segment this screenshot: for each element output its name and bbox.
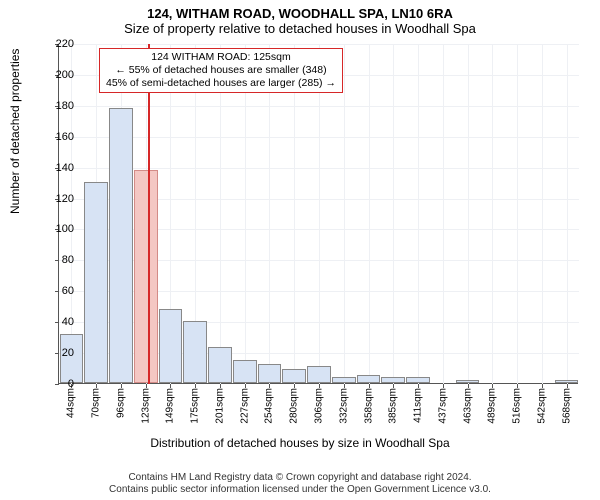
x-tick-label: 175sqm xyxy=(190,388,201,424)
y-tick-label: 220 xyxy=(34,38,74,50)
histogram-bar xyxy=(282,369,306,383)
histogram-bar xyxy=(258,364,282,383)
x-tick-label: 123sqm xyxy=(140,388,151,424)
histogram-bar-highlight xyxy=(134,170,158,383)
y-tick-label: 40 xyxy=(34,316,74,328)
histogram-bar xyxy=(332,377,356,383)
x-tick-label: 463sqm xyxy=(462,388,473,424)
x-tick-label: 96sqm xyxy=(115,388,126,418)
y-tick-label: 0 xyxy=(34,378,74,390)
histogram-bar xyxy=(555,380,579,383)
y-tick-label: 20 xyxy=(34,347,74,359)
x-tick-label: 70sqm xyxy=(91,388,102,418)
x-axis-label: Distribution of detached houses by size … xyxy=(0,436,600,450)
x-tick-label: 542sqm xyxy=(536,388,547,424)
x-tick-label: 149sqm xyxy=(165,388,176,424)
y-tick-label: 200 xyxy=(34,69,74,81)
y-tick-label: 80 xyxy=(34,254,74,266)
histogram-chart: 124, WITHAM ROAD, WOODHALL SPA, LN10 6RA… xyxy=(0,0,600,500)
y-tick-label: 120 xyxy=(34,193,74,205)
marker-line xyxy=(148,44,150,384)
histogram-bar xyxy=(208,347,232,383)
x-tick-label: 306sqm xyxy=(314,388,325,424)
x-tick-label: 516sqm xyxy=(512,388,523,424)
x-tick-label: 568sqm xyxy=(561,388,572,424)
x-tick-label: 280sqm xyxy=(289,388,300,424)
histogram-bar xyxy=(159,309,183,383)
y-axis-label: Number of detached properties xyxy=(8,49,22,214)
footer-line-1: Contains HM Land Registry data © Crown c… xyxy=(0,472,600,484)
footer-line-2: Contains public sector information licen… xyxy=(0,484,600,496)
histogram-bar xyxy=(381,377,405,383)
histogram-bar xyxy=(233,360,257,383)
annotation-line: 45% of semi-detached houses are larger (… xyxy=(106,77,336,90)
x-tick-label: 411sqm xyxy=(413,388,424,423)
annotation-line: ← 55% of detached houses are smaller (34… xyxy=(106,64,336,77)
x-tick-label: 358sqm xyxy=(363,388,374,424)
x-tick-label: 437sqm xyxy=(437,388,448,424)
x-tick-label: 201sqm xyxy=(214,388,225,424)
x-tick-label: 385sqm xyxy=(388,388,399,424)
y-tick-label: 60 xyxy=(34,285,74,297)
histogram-bar xyxy=(357,375,381,383)
x-tick-label: 44sqm xyxy=(66,388,77,418)
y-tick-label: 160 xyxy=(34,131,74,143)
histogram-bar xyxy=(109,108,133,383)
histogram-bar xyxy=(183,321,207,383)
histogram-bar xyxy=(307,366,331,383)
histogram-bar xyxy=(406,377,430,383)
annotation-box: 124 WITHAM ROAD: 125sqm← 55% of detached… xyxy=(99,48,343,93)
footer-attribution: Contains HM Land Registry data © Crown c… xyxy=(0,472,600,496)
x-tick-label: 254sqm xyxy=(264,388,275,424)
y-tick-label: 100 xyxy=(34,223,74,235)
histogram-bar xyxy=(84,182,108,383)
histogram-bar xyxy=(456,380,480,383)
y-tick-label: 140 xyxy=(34,162,74,174)
annotation-line: 124 WITHAM ROAD: 125sqm xyxy=(106,51,336,64)
x-tick-label: 227sqm xyxy=(239,388,250,424)
y-tick-label: 180 xyxy=(34,100,74,112)
chart-title: 124, WITHAM ROAD, WOODHALL SPA, LN10 6RA xyxy=(0,0,600,21)
chart-subtitle: Size of property relative to detached ho… xyxy=(0,21,600,38)
plot-area: 44sqm70sqm96sqm123sqm149sqm175sqm201sqm2… xyxy=(58,44,578,384)
x-tick-label: 489sqm xyxy=(487,388,498,424)
x-tick-label: 332sqm xyxy=(338,388,349,424)
